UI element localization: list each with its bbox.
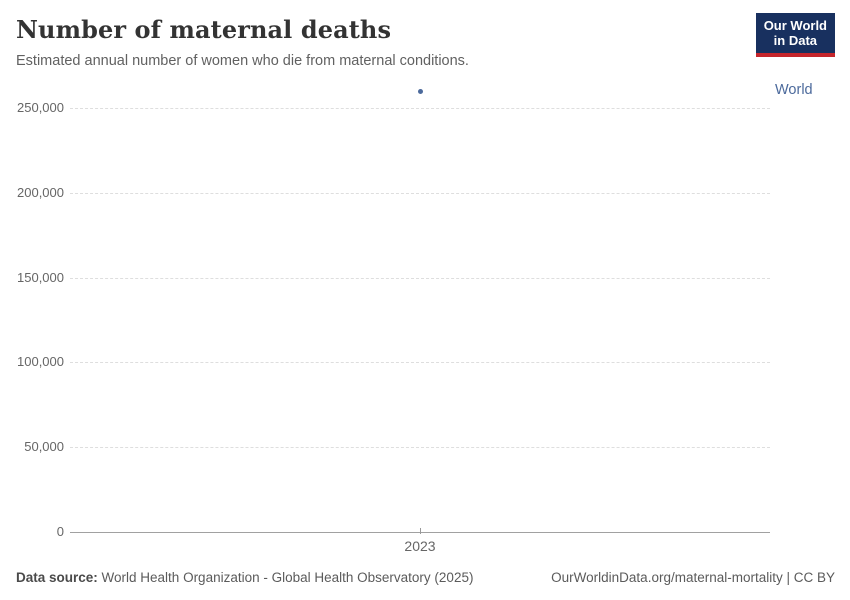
y-axis-tick-label: 100,000: [17, 354, 64, 370]
gridline: [70, 447, 770, 449]
owid-logo-line1: Our World: [763, 18, 827, 33]
owid-logo-line2: in Data: [773, 33, 818, 49]
attribution-note: OurWorldinData.org/maternal-mortality | …: [551, 570, 835, 585]
gridline: [70, 108, 770, 109]
x-axis-tick-label: 2023: [404, 538, 436, 554]
y-axis-tick-label: 150,000: [17, 269, 64, 285]
data-source-label: Data source:: [16, 570, 98, 585]
y-axis-tick-label: 200,000: [17, 184, 64, 200]
gridline: [70, 192, 770, 194]
gridline: [70, 277, 770, 279]
data-source-value: World Health Organization - Global Healt…: [97, 570, 474, 585]
owid-logo[interactable]: Our World in Data: [755, 13, 835, 57]
data-source-note: Data source: World Health Organization -…: [16, 570, 473, 585]
x-axis-tick-mark: [420, 528, 421, 534]
y-axis-tick-label: 0: [56, 524, 64, 539]
data-point-world[interactable]: [417, 88, 423, 94]
series-label-world[interactable]: World: [775, 82, 813, 99]
y-axis-tick-label: 250,000: [17, 100, 64, 115]
chart-title: Number of maternal deaths: [16, 15, 392, 44]
y-axis-tick-label: 50,000: [24, 439, 64, 455]
chart-footer: Data source: World Health Organization -…: [0, 568, 850, 600]
gridline: [70, 362, 770, 364]
chart-subtitle: Estimated annual number of women who die…: [16, 53, 469, 69]
